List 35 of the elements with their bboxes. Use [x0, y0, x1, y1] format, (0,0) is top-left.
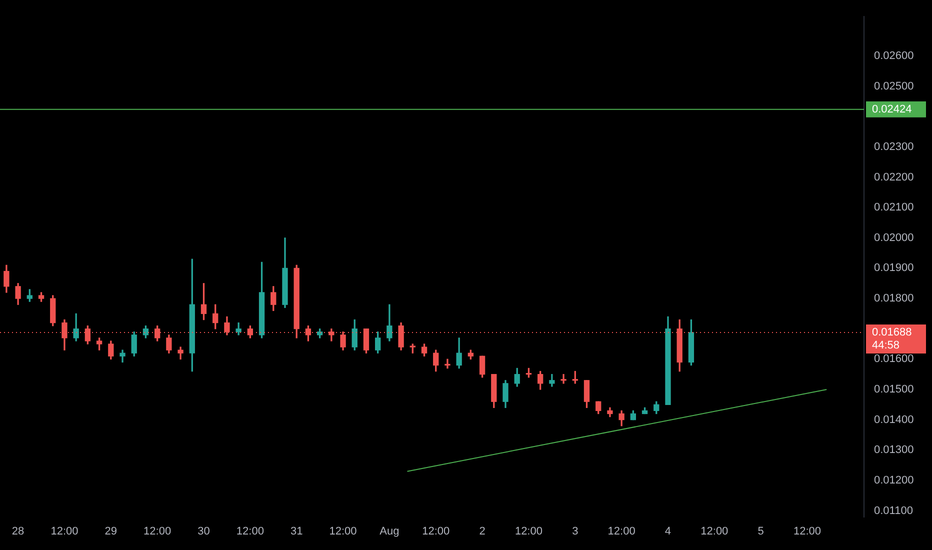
y-tick-label: 0.01400: [874, 414, 914, 426]
ref-line-label: 0.02424: [872, 103, 912, 116]
x-tick-label: 12:00: [608, 525, 636, 538]
x-tick-label: 30: [198, 525, 210, 538]
x-tick-label: 12:00: [514, 525, 542, 538]
y-tick-label: 0.02600: [874, 50, 914, 62]
x-tick-label: 2: [479, 525, 486, 538]
x-tick-label: 29: [104, 525, 118, 538]
x-tick-label: 12:00: [236, 525, 264, 538]
x-tick-label: 28: [12, 525, 24, 538]
y-tick-label: 0.01500: [874, 384, 914, 396]
x-tick-label: 4: [664, 525, 672, 538]
ref-line-label: 0.01688: [872, 326, 912, 339]
x-tick-label: Aug: [380, 525, 400, 538]
x-tick-label: 12:00: [329, 525, 357, 538]
y-tick-label: 0.01900: [874, 262, 914, 274]
x-tick-label: 12:00: [144, 525, 172, 538]
y-tick-label: 0.01600: [874, 353, 914, 366]
x-tick-label: 12:00: [422, 525, 450, 538]
y-tick-label: 0.02100: [874, 202, 914, 214]
x-tick-label: 5: [758, 525, 764, 538]
y-tick-label: 0.02200: [874, 171, 914, 184]
text: 44:58: [872, 340, 900, 352]
y-tick-label: 0.01200: [874, 474, 914, 486]
x-tick-label: 12:00: [700, 525, 728, 538]
y-tick-label: 0.01100: [874, 504, 913, 517]
y-tick-label: 0.02500: [874, 80, 914, 92]
y-tick-label: 0.01800: [874, 292, 914, 305]
x-tick-label: 31: [290, 525, 303, 538]
x-tick-label: 3: [572, 525, 578, 538]
y-tick-label: 0.02300: [874, 140, 914, 153]
y-tick-label: 0.01300: [874, 444, 914, 456]
x-tick-label: 12:00: [793, 525, 822, 538]
y-tick-label: 0.02000: [874, 232, 914, 244]
x-tick-label: 12:00: [50, 525, 78, 538]
